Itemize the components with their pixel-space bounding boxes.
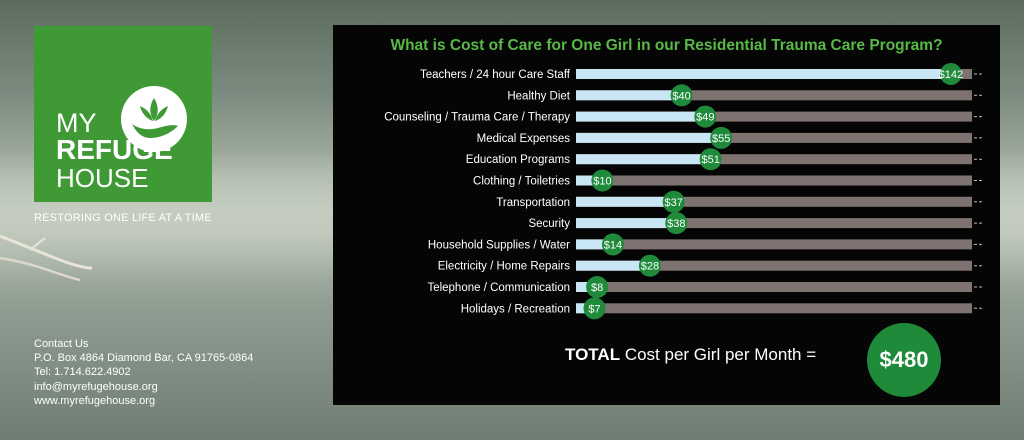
- contact-address: P.O. Box 4864 Diamond Bar, CA 91765-0864: [34, 352, 254, 365]
- value-badge: [694, 105, 717, 128]
- category-label: Education Programs: [466, 154, 570, 166]
- contact-website[interactable]: www.myrefugehouse.org: [34, 394, 156, 407]
- bar-remaining: [576, 154, 972, 165]
- bar-filled: [576, 69, 951, 79]
- bar-filled: [576, 218, 677, 229]
- tagline: RESTORING ONE LIFE AT A TIME: [34, 212, 212, 224]
- contact-block: Contact Us P.O. Box 4864 Diamond Bar, CA…: [34, 337, 253, 408]
- value-label: $38: [667, 218, 685, 230]
- bar-remaining: [576, 218, 972, 229]
- value-label: $10: [593, 176, 611, 188]
- total-label: TOTAL Cost per Girl per Month =: [565, 345, 816, 365]
- value-label: $37: [665, 197, 683, 209]
- value-label: $28: [641, 261, 659, 273]
- contact-heading: Contact Us: [34, 338, 89, 350]
- contact-phone: Tel: 1.714.622.4902: [34, 366, 131, 379]
- lotus-hand-icon: [121, 86, 187, 152]
- bar-filled: [576, 132, 722, 143]
- bar-remaining: [576, 90, 972, 101]
- category-label: Household Supplies / Water: [428, 239, 570, 251]
- bar-remaining: [576, 260, 972, 271]
- value-badge: [665, 212, 688, 235]
- total-value-badge: $480: [867, 323, 941, 397]
- bar-filled: [576, 90, 682, 101]
- bar-filled: [576, 239, 613, 250]
- bar-remaining: [576, 282, 972, 292]
- bar-remaining: [576, 111, 972, 122]
- category-label: Counseling / Trauma Care / Therapy: [384, 112, 570, 124]
- chart-title: What is Cost of Care for One Girl in our…: [390, 37, 943, 54]
- value-badge: [710, 126, 733, 149]
- bar-remaining: [576, 303, 972, 314]
- category-label: Teachers / 24 hour Care Staff: [420, 69, 571, 81]
- bar-remaining: [576, 132, 972, 143]
- bar-filled: [576, 154, 711, 165]
- value-label: $14: [604, 239, 622, 251]
- bar-filled: [576, 111, 706, 122]
- category-label: Security: [528, 218, 570, 230]
- category-label: Medical Expenses: [477, 133, 571, 145]
- value-badge: [638, 254, 661, 277]
- logo: MY REFUGE HOUSE: [34, 26, 212, 202]
- category-label: Holidays / Recreation: [461, 303, 570, 315]
- bar-remaining: [576, 175, 972, 186]
- value-label: $142: [939, 69, 963, 81]
- value-label: $49: [696, 112, 714, 124]
- value-label: $51: [701, 154, 719, 166]
- chart-panel: What is Cost of Care for One Girl in our…: [333, 25, 1000, 405]
- category-label: Transportation: [496, 197, 570, 209]
- value-label: $40: [672, 90, 690, 102]
- value-badge: [939, 63, 962, 85]
- category-label: Clothing / Toiletries: [473, 176, 570, 188]
- bar-remaining: [576, 239, 972, 250]
- value-badge: [662, 190, 685, 213]
- bar-chart: Teachers / 24 hour Care Staff $142 Healthy…: [384, 63, 984, 320]
- bar-filled: [576, 260, 650, 271]
- category-label: Telephone / Communication: [427, 282, 570, 294]
- logo-text-my: MY: [56, 108, 97, 138]
- value-badge: [591, 169, 614, 192]
- value-badge: [670, 84, 693, 107]
- category-label: Electricity / Home Repairs: [438, 261, 571, 273]
- value-label: $7: [588, 303, 600, 315]
- logo-text-refuge: REFUGE: [56, 134, 173, 165]
- value-badge: [699, 148, 722, 171]
- category-label: Healthy Diet: [507, 90, 570, 102]
- total-label-rest: Cost per Girl per Month =: [620, 345, 817, 364]
- value-badge: [586, 276, 609, 298]
- bar-filled: [576, 196, 674, 207]
- value-badge: [601, 233, 624, 256]
- value-label: $8: [591, 282, 603, 294]
- bar-filled: [576, 175, 603, 186]
- driftwood-branch: [0, 234, 93, 282]
- logo-text-house: HOUSE: [56, 163, 149, 193]
- value-label: $55: [712, 133, 730, 145]
- bar-remaining: [576, 196, 972, 207]
- contact-email[interactable]: info@myrefugehouse.org: [34, 380, 158, 393]
- total-label-bold: TOTAL: [565, 345, 621, 364]
- value-badge: [583, 297, 606, 320]
